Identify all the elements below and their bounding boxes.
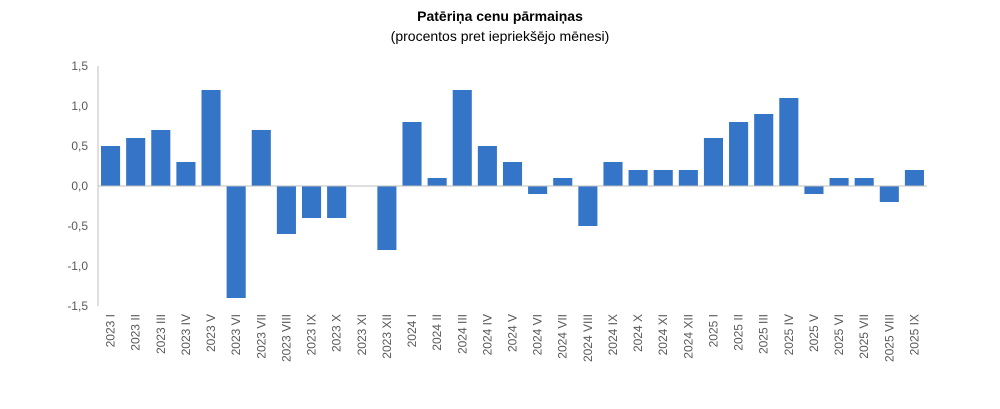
bar (427, 178, 447, 186)
x-tick-label: 2023 IV (179, 314, 193, 355)
x-tick-label: 2024 VIII (581, 314, 595, 362)
y-tick-label: -0,5 (67, 219, 88, 233)
bar (327, 186, 347, 218)
x-tick-label: 2023 VI (229, 314, 243, 355)
bar (251, 130, 271, 186)
bar (879, 186, 899, 202)
bar (703, 138, 724, 186)
bar (126, 138, 146, 186)
bar (904, 170, 924, 186)
bar (779, 98, 799, 186)
chart-title: Patēriņa cenu pārmaiņas (417, 8, 583, 24)
bar (452, 90, 472, 186)
x-tick-label: 2025 IV (782, 314, 796, 355)
bar (226, 186, 246, 298)
bar (553, 178, 573, 186)
bar (151, 130, 171, 186)
bar (101, 146, 121, 186)
bar (829, 178, 849, 186)
bar (276, 186, 296, 234)
bar (402, 122, 422, 186)
x-tick-label: 2025 III (757, 314, 771, 354)
y-tick-label: 1,0 (71, 99, 88, 113)
x-tick-label: 2024 II (430, 314, 444, 351)
x-tick-label: 2023 X (330, 314, 344, 352)
y-tick-label: 0,0 (71, 179, 88, 193)
x-tick-label: 2024 IV (480, 314, 494, 355)
x-tick-label: 2025 II (732, 314, 746, 351)
x-tick-label: 2024 IX (606, 314, 620, 355)
x-tick-label: 2023 I (104, 314, 118, 347)
x-tick-label: 2023 VII (254, 314, 268, 359)
y-tick-label: 1,5 (71, 59, 88, 73)
x-axis-labels: 2023 I 2023 II 2023 III 2023 IV 2023 V 2023 V… (104, 314, 922, 362)
bar (653, 170, 673, 186)
y-tick-label: -1,5 (67, 299, 88, 313)
bar (301, 186, 322, 218)
x-tick-label: 2023 XII (380, 314, 394, 359)
x-tick-label: 2023 IX (305, 314, 319, 355)
x-tick-label: 2025 IX (907, 314, 921, 355)
y-tick-label: 0,5 (71, 139, 88, 153)
x-tick-label: 2023 VIII (279, 314, 293, 362)
bar (729, 122, 749, 186)
bar (603, 162, 623, 186)
bars (101, 90, 924, 298)
x-tick-label: 2025 VI (832, 314, 846, 355)
x-tick-label: 2025 V (807, 314, 821, 352)
x-tick-label: 2024 XI (656, 314, 670, 355)
y-axis-labels: 1,5 1,0 0,5 0,0 -0,5 -1,0 -1,5 (67, 59, 88, 313)
x-tick-label: 2024 I (405, 314, 419, 347)
bar (176, 162, 196, 186)
x-tick-label: 2024 X (631, 314, 645, 352)
x-tick-label: 2023 V (204, 314, 218, 352)
bar (201, 90, 221, 186)
bar (477, 146, 497, 186)
bar (528, 186, 548, 194)
x-tick-label: 2025 VII (857, 314, 871, 359)
bar (502, 162, 523, 186)
x-tick-label: 2023 XI (355, 314, 369, 355)
bar (578, 186, 598, 226)
x-tick-label: 2023 III (154, 314, 168, 354)
x-tick-label: 2024 VII (556, 314, 570, 359)
x-tick-label: 2024 XII (681, 314, 695, 359)
x-tick-label: 2023 II (129, 314, 143, 351)
y-tick-label: -1,0 (67, 259, 88, 273)
bar (628, 170, 648, 186)
x-tick-label: 2025 VIII (882, 314, 896, 362)
x-tick-label: 2024 V (506, 314, 520, 352)
bar (804, 186, 824, 194)
bar (754, 114, 774, 186)
bar (377, 186, 397, 250)
x-tick-label: 2024 III (455, 314, 469, 354)
x-tick-label: 2025 I (706, 314, 720, 347)
bar (854, 178, 874, 186)
x-tick-label: 2024 VI (531, 314, 545, 355)
bar (678, 170, 698, 186)
chart-subtitle: (procentos pret iepriekšējo mēnesi) (390, 28, 610, 44)
